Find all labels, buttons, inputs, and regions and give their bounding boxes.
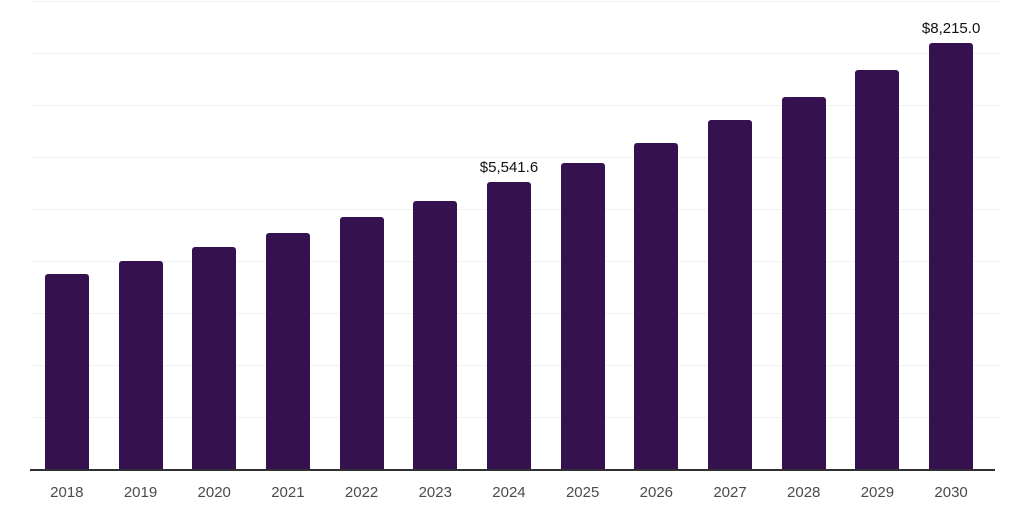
- bar-column-2022: [325, 2, 399, 470]
- x-tick-label-2024: 2024: [492, 484, 526, 501]
- bar-2018: [44, 274, 89, 470]
- bar-column-2020: [177, 2, 251, 470]
- bar-wrap-2027: [708, 119, 753, 470]
- x-tick-label-2029: 2029: [860, 484, 895, 501]
- gridline-6000: [31, 157, 1000, 158]
- bar-column-2021: [251, 2, 325, 470]
- gridline-9000: [31, 1, 1000, 2]
- bar-2029: [855, 70, 900, 470]
- x-tick-label-2021: 2021: [271, 484, 305, 501]
- bar-wrap-2024: $5,541.6: [480, 160, 538, 470]
- x-tick-label-2028: 2028: [787, 484, 821, 501]
- x-tick-label-2027: 2027: [713, 484, 747, 501]
- bar-wrap-2018: [44, 274, 89, 470]
- bar-2024: [486, 181, 531, 470]
- bar-wrap-2025: [560, 162, 605, 470]
- bar-wrap-2028: [781, 96, 826, 470]
- bar-value-label-2024: $5,541.6: [479, 158, 539, 176]
- x-tick-label-2023: 2023: [418, 484, 452, 501]
- bar-wrap-2023: [413, 200, 458, 470]
- gridline-7000: [31, 105, 1000, 106]
- bar-column-2018: [30, 2, 104, 470]
- x-tick-label-2018: 2018: [50, 484, 84, 501]
- x-axis-line: [30, 469, 995, 471]
- x-tick-label-2019: 2019: [123, 484, 158, 501]
- bar-wrap-2020: [192, 247, 237, 470]
- bar-2026: [634, 142, 679, 470]
- bar-2025: [560, 162, 605, 470]
- bar-column-2029: [841, 2, 915, 470]
- bar-2021: [265, 232, 310, 470]
- bar-wrap-2029: [855, 70, 900, 470]
- bar-wrap-2022: [339, 217, 384, 470]
- bar-column-2025: [546, 2, 620, 470]
- bar-wrap-2021: [265, 232, 310, 470]
- bar-2020: [192, 247, 237, 470]
- bar-2028: [781, 96, 826, 470]
- bar-2023: [413, 200, 458, 470]
- x-tick-label-2022: 2022: [344, 484, 379, 501]
- x-axis-labels: 2018 2019 2020 2021 2022 2023 2024 2025 2026 2027…: [30, 484, 988, 502]
- bar-2027: [708, 119, 753, 470]
- bar-column-2026: [620, 2, 694, 470]
- bar-2030: [929, 42, 974, 470]
- bar-column-2030: $8,215.0: [914, 2, 988, 470]
- bar-column-2023: [398, 2, 472, 470]
- bar-column-2019: [104, 2, 178, 470]
- x-tick-label-2025: 2025: [565, 484, 600, 501]
- bar-value-label-2030: $8,215.0: [921, 19, 981, 37]
- bar-column-2028: [767, 2, 841, 470]
- x-tick-label-2020: 2020: [197, 484, 231, 501]
- bar-column-2027: [693, 2, 767, 470]
- bar-wrap-2030: $8,215.0: [922, 21, 980, 470]
- x-tick-label-2026: 2026: [639, 484, 674, 501]
- x-tick-label-2030: 2030: [934, 484, 968, 501]
- bar-wrap-2019: [118, 261, 163, 470]
- bar-2022: [339, 217, 384, 470]
- bar-column-2024: $5,541.6: [472, 2, 546, 470]
- gridline-8000: [31, 53, 1000, 54]
- bar-wrap-2026: [634, 142, 679, 470]
- bars-container: $5,541.6 $8,215.0: [30, 2, 988, 470]
- bar-2019: [118, 261, 163, 470]
